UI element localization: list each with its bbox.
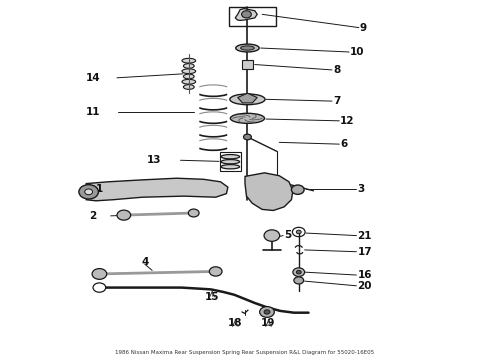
Ellipse shape	[230, 94, 265, 105]
Text: 7: 7	[333, 96, 341, 106]
Circle shape	[85, 189, 93, 195]
Text: 13: 13	[147, 155, 162, 165]
Circle shape	[264, 310, 270, 314]
Text: 4: 4	[141, 257, 148, 267]
Circle shape	[242, 11, 251, 18]
Circle shape	[79, 185, 98, 199]
Circle shape	[296, 230, 301, 234]
Text: 8: 8	[333, 65, 340, 75]
Polygon shape	[86, 178, 228, 201]
Ellipse shape	[183, 85, 194, 89]
Circle shape	[296, 270, 301, 274]
Circle shape	[209, 267, 222, 276]
Text: 17: 17	[357, 247, 372, 257]
Text: 16: 16	[357, 270, 372, 280]
Circle shape	[293, 268, 305, 276]
Polygon shape	[235, 9, 257, 21]
Ellipse shape	[183, 74, 194, 79]
Text: 18: 18	[228, 319, 243, 328]
Ellipse shape	[230, 113, 265, 123]
Text: 1: 1	[96, 184, 103, 194]
Text: 10: 10	[350, 47, 365, 57]
Text: 19: 19	[261, 319, 276, 328]
Circle shape	[117, 210, 131, 220]
Bar	[220, 152, 241, 171]
Bar	[242, 60, 253, 69]
Text: 2: 2	[89, 211, 96, 221]
Text: 9: 9	[360, 23, 367, 33]
Text: 1986 Nissan Maxima Rear Suspension Spring Rear Suspension R&L Diagram for 55020-: 1986 Nissan Maxima Rear Suspension Sprin…	[116, 350, 374, 355]
Text: 11: 11	[86, 107, 101, 117]
Ellipse shape	[221, 165, 240, 169]
Circle shape	[264, 230, 280, 241]
Text: 15: 15	[205, 292, 220, 302]
Ellipse shape	[236, 44, 259, 52]
Text: 3: 3	[357, 184, 365, 194]
Ellipse shape	[241, 46, 254, 50]
Text: 5: 5	[284, 230, 292, 239]
Circle shape	[292, 185, 304, 194]
Text: 21: 21	[357, 231, 372, 240]
Circle shape	[260, 307, 274, 318]
Circle shape	[93, 283, 106, 292]
Circle shape	[188, 209, 199, 217]
Polygon shape	[238, 93, 257, 103]
Ellipse shape	[183, 64, 194, 68]
Text: 20: 20	[357, 281, 372, 291]
Ellipse shape	[221, 159, 240, 164]
Text: 12: 12	[340, 116, 355, 126]
Ellipse shape	[182, 58, 196, 63]
Circle shape	[244, 134, 251, 140]
Text: 14: 14	[86, 73, 101, 83]
Bar	[229, 7, 276, 26]
Text: 6: 6	[340, 139, 347, 149]
Ellipse shape	[221, 154, 240, 159]
Ellipse shape	[182, 79, 196, 84]
Ellipse shape	[182, 69, 196, 73]
Circle shape	[92, 269, 107, 279]
Circle shape	[294, 277, 304, 284]
Polygon shape	[245, 173, 293, 211]
